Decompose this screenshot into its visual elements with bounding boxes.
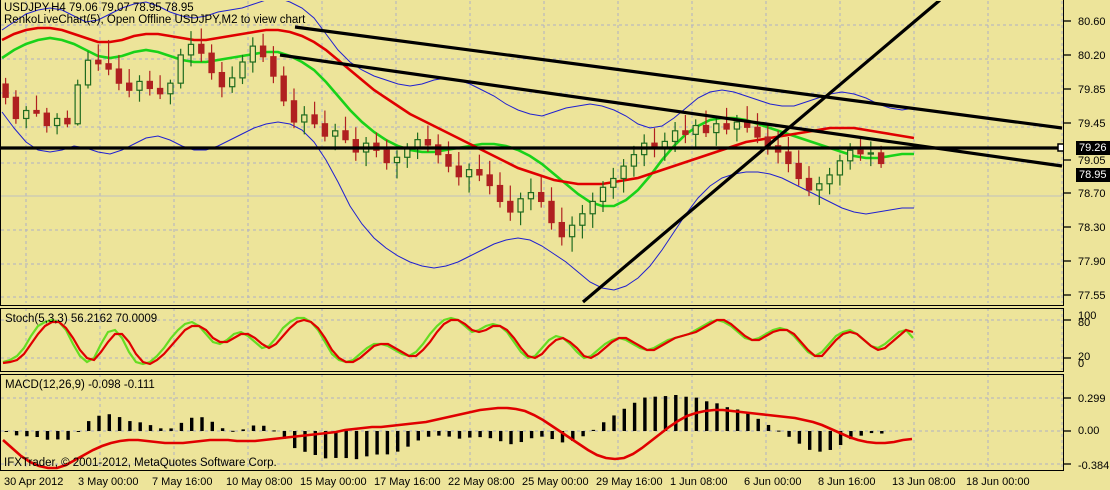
price-panel-border [0,0,1064,306]
stoch-title[interactable]: Stoch(5,3,3) 56.2162 70.0009 [5,313,158,325]
axis-label-5: 78.70 [1078,188,1106,200]
price-badge-bid: 78.95 [1076,168,1110,182]
axis-label-0: 80.60 [1078,16,1106,28]
time-axis-label: 22 May 08:00 [448,476,515,488]
time-axis-label: 18 Jun 00:00 [966,476,1030,488]
time-axis-label: 1 Jun 08:00 [670,476,728,488]
time-axis-label: 25 May 00:00 [522,476,589,488]
time-axis[interactable]: 30 Apr 2012 3 May 00:00 7 May 16:00 10 May … [0,474,1110,490]
axis-label-4: 79.05 [1078,155,1106,167]
time-axis-label: 30 Apr 2012 [4,476,64,488]
axis-label-3: 79.45 [1078,118,1106,130]
time-axis-label: 17 May 16:00 [374,476,441,488]
copyright-text: IFXTrader, © 2001-2012, MetaQuotes Softw… [4,457,277,469]
time-axis-label: 13 Jun 08:00 [892,476,956,488]
macd-title[interactable]: MACD(12,26,9) -0.098 -0.111 [5,379,155,391]
axis-label-7: 77.90 [1078,256,1106,268]
stoch-panel-border [0,308,1064,372]
price-axis[interactable]: 80.60 80.20 79.85 79.45 79.05 78.70 78.3… [1064,0,1110,490]
indicator-note: RenkoLiveChart(5), Open Offline USDJPY,M… [4,14,306,26]
time-axis-label: 29 May 16:00 [596,476,663,488]
macd-axis-max: 0.299 [1078,393,1106,405]
time-axis-label: 15 May 00:00 [300,476,367,488]
time-axis-label: 3 May 00:00 [78,476,139,488]
stoch-axis-0: 0 [1078,358,1085,370]
macd-axis-min: -0.384 [1078,460,1110,472]
time-axis-label: 8 Jun 16:00 [818,476,876,488]
stoch-axis-80: 80 [1078,317,1091,329]
time-axis-label: 10 May 08:00 [226,476,293,488]
macd-panel-border [0,374,1064,471]
price-badge-current: 79.26 [1076,141,1110,155]
axis-label-1: 80.20 [1078,50,1106,62]
axis-label-6: 78.30 [1078,222,1106,234]
axis-label-8: 77.55 [1078,290,1106,302]
time-axis-label: 7 May 16:00 [152,476,213,488]
symbol-title: USDJPY,H4 79.06 79.07 78.95 78.95 [4,2,194,14]
time-axis-label: 6 Jun 00:00 [744,476,802,488]
axis-label-2: 79.85 [1078,84,1106,96]
macd-axis-zero: 0.00 [1078,425,1100,437]
